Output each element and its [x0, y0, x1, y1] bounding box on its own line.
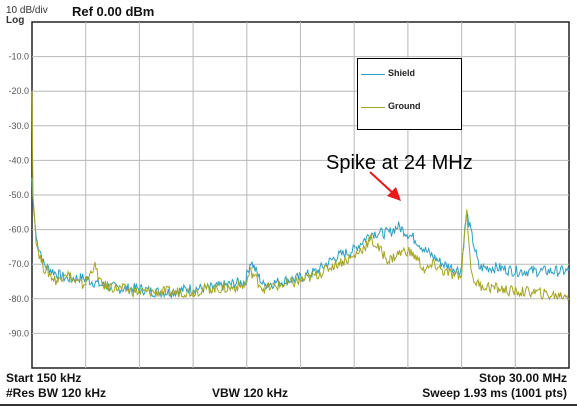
legend-swatch-shield — [361, 74, 385, 75]
spike-annotation: Spike at 24 MHz — [326, 152, 473, 174]
video-bandwidth: VBW 120 kHz — [212, 386, 289, 400]
y-tick-label: -60.0 — [8, 225, 29, 235]
y-tick-label: -80.0 — [8, 294, 29, 304]
traces — [31, 91, 570, 301]
annotation-arrow — [369, 171, 401, 201]
y-tick-label: -70.0 — [8, 259, 29, 269]
legend-item-ground: Ground — [358, 100, 461, 114]
graticule — [32, 22, 569, 368]
y-tick-label: -30.0 — [8, 121, 29, 131]
y-tick-label: -20.0 — [8, 86, 29, 96]
reference-level: Ref 0.00 dBm — [72, 4, 155, 19]
arrow-head — [387, 187, 401, 201]
legend-swatch-ground — [361, 107, 385, 108]
legend: Shield Ground — [357, 58, 462, 130]
start-frequency: Start 150 kHz — [6, 371, 82, 385]
y-tick-label: -50.0 — [8, 190, 29, 200]
stop-frequency: Stop 30.00 MHz — [478, 371, 567, 385]
resolution-bandwidth: #Res BW 120 kHz — [6, 386, 107, 400]
sweep-time: Sweep 1.93 ms (1001 pts) — [422, 386, 567, 400]
bottom-divider — [0, 404, 577, 406]
legend-label-ground: Ground — [388, 101, 421, 111]
scale-per-division: 10 dB/div — [6, 5, 48, 16]
y-tick-labels: -10.0 -20.0 -30.0 -40.0 -50.0 -60.0 -70.0 -80.0… — [8, 52, 29, 339]
y-tick-label: -40.0 — [8, 155, 29, 165]
y-tick-label: -10.0 — [8, 52, 29, 62]
arrow-shaft — [369, 171, 395, 195]
scale-type-label: Log — [6, 15, 25, 26]
legend-label-shield: Shield — [388, 68, 416, 78]
legend-item-shield: Shield — [358, 67, 461, 81]
y-tick-label: -90.0 — [8, 328, 29, 338]
trace-ground — [31, 91, 570, 301]
